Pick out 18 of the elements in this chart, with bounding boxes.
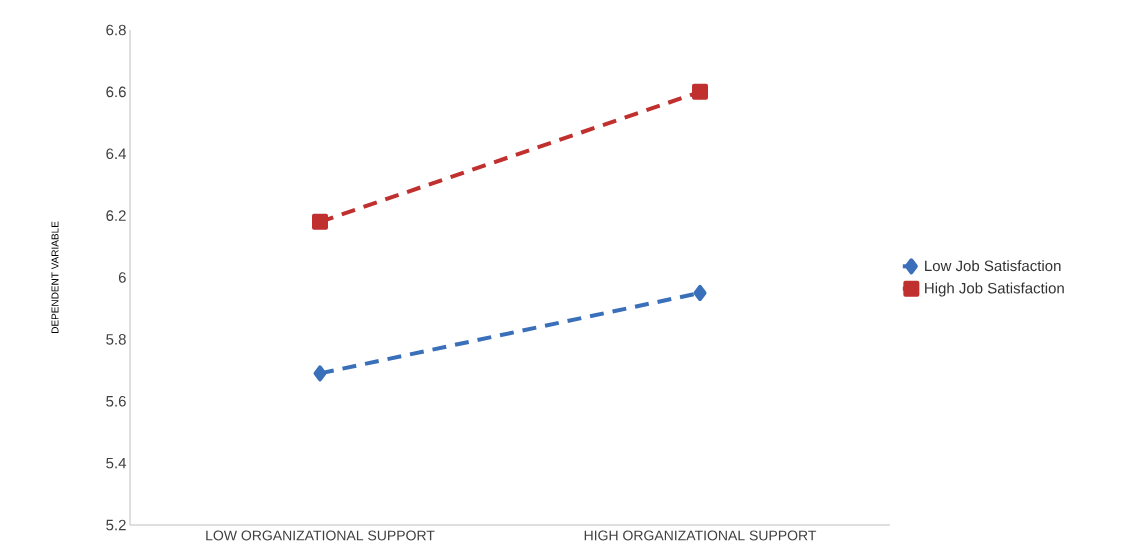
x-tick-label: LOW ORGANIZATIONAL SUPPORT: [206, 530, 435, 541]
legend-label: High Job Satisfaction: [925, 282, 1064, 297]
x-tick-label: HIGH ORGANIZATIONAL SUPPORT: [584, 530, 817, 541]
point: [693, 284, 707, 301]
y-tick-label: 5.2: [106, 519, 126, 531]
y-tick-label: 6.6: [106, 86, 126, 98]
y-tick-label: 6: [118, 272, 126, 283]
y-tick-label: 5.8: [106, 334, 126, 345]
y-tick-label: 5.6: [106, 395, 126, 407]
point: [313, 365, 327, 382]
y-tick-label: 6.8: [106, 24, 126, 36]
y-tick-label: 6.2: [106, 210, 126, 221]
y-tick-label: 6.4: [106, 148, 127, 160]
legend-label: Low Job Satisfaction: [925, 260, 1061, 272]
y-axis-title: DEPENDENT VARIABLE: [51, 221, 59, 333]
y-tick-label: 5.4: [106, 457, 127, 469]
point: [692, 83, 709, 100]
point: [312, 213, 328, 230]
